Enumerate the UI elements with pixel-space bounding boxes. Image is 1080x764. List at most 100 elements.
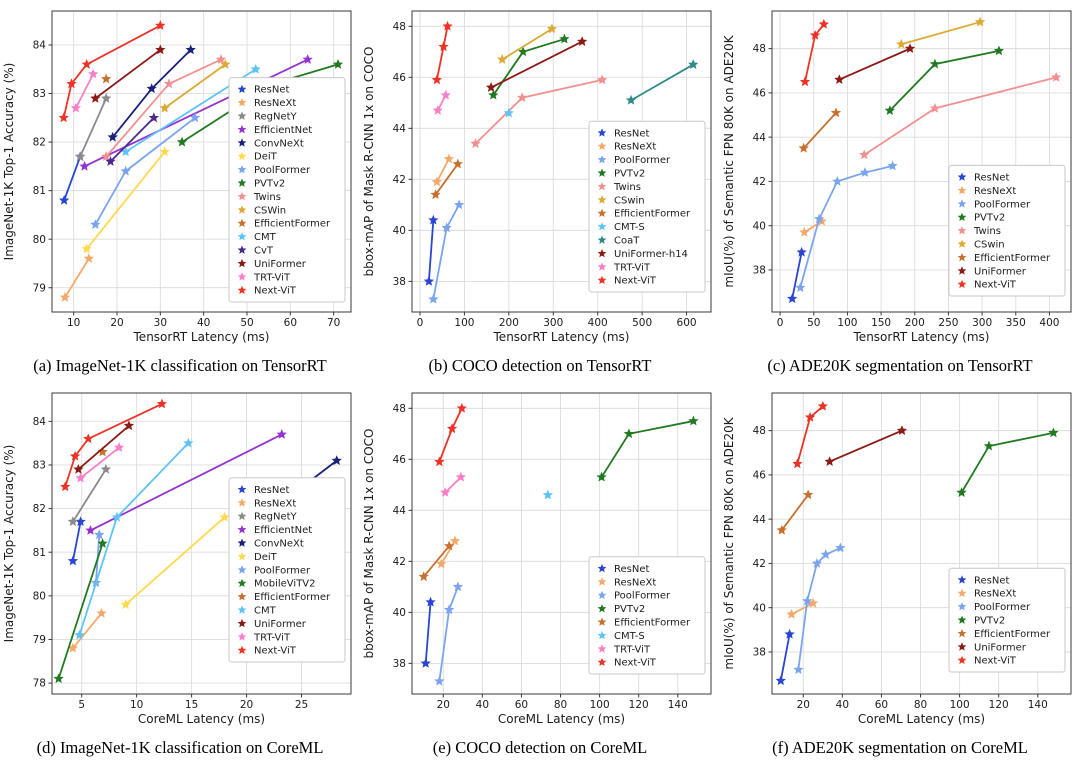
svg-text:100: 100 [837,317,857,329]
legend-marker-DeiT [237,151,247,161]
legend-marker-EfficientFormer [957,628,967,638]
caption-a: (a) ImageNet-1K classification on Tensor… [33,356,327,375]
data-point-EfficientNet [79,160,90,171]
data-point-RegNetY [101,92,112,103]
series-UniFormer [834,43,916,84]
data-point-Next-ViT [809,29,821,40]
svg-text:50: 50 [240,317,253,329]
legend-marker-PVTv2 [237,178,247,187]
series-EfficientFormer [97,446,108,457]
svg-text:0: 0 [777,317,784,329]
subplot-f-ade20k-coreml: 20 40 60 80 100 120 140 38 40 42 44 46 48 CoreML Late… [720,382,1080,764]
svg-text:80: 80 [33,590,46,602]
data-point-ResNeXt [436,558,447,569]
legend-marker-Next-ViT [597,275,607,285]
svg-text:40: 40 [476,699,489,711]
y-axis-label: ImageNet-1K Top-1 Accuracy (%) [2,63,16,261]
series-Next-ViT [799,18,829,87]
data-point-MobileViTV2 [97,538,108,548]
svg-text:48: 48 [393,21,406,33]
series-UniFormer [73,420,135,474]
svg-text:150: 150 [871,317,891,329]
data-point-EfficientFormer [776,524,787,535]
data-point-EfficientFormer [803,489,814,500]
data-point-PVTv2 [488,89,499,100]
data-point-PoolFormer [859,167,871,177]
legend-label-ResNet: ResNet [974,575,1009,586]
axis-ticks: 10 20 30 40 50 60 70 79 80 81 82 83 84 [33,40,341,329]
data-point-EfficientFormer [444,540,455,551]
data-point-Twins [163,78,175,89]
data-point-CMT [74,629,85,640]
data-point-CSwin [896,38,907,49]
legend-marker-Next-ViT [237,645,247,655]
svg-text:78: 78 [33,678,46,690]
legend-label-CvT: CvT [254,246,274,257]
legend-label-TRT-ViT: TRT-ViT [253,272,291,283]
data-point-PoolFormer [793,664,804,675]
series-EfficientFormer [430,158,463,200]
legend-label-PoolFormer: PoolFormer [614,155,671,166]
legend-label-PoolFormer: PoolFormer [254,165,311,176]
data-point-Next-ViT [81,59,92,69]
data-point-DeiT [81,243,92,254]
series-Next-ViT [431,20,453,85]
legend-marker-PVTv2 [597,604,607,613]
legend-label-ResNet: ResNet [614,128,649,139]
svg-text:400: 400 [588,317,608,329]
series-CMT [74,437,194,640]
data-point-PoolFormer [189,112,201,123]
svg-text:46: 46 [393,72,407,84]
series-TRT-ViT [440,471,466,497]
plot-border [411,392,712,695]
data-point-TRT-ViT [440,89,451,100]
legend-label-EfficientFormer: EfficientFormer [974,629,1051,640]
svg-text:0: 0 [417,317,424,329]
series-ResNet [775,628,795,686]
data-point-PVTv2 [517,46,529,57]
svg-text:46: 46 [753,469,767,481]
legend-marker-UniFormer-h14 [597,248,607,258]
legend-marker-CoaT [597,235,607,244]
data-point-CoaT [688,59,699,69]
svg-text:40: 40 [836,699,849,711]
svg-text:42: 42 [753,176,766,188]
data-point-Twins [470,138,481,149]
legend-marker-ResNeXt [237,498,247,507]
data-point-ResNet [425,596,436,607]
legend-marker-EfficientNet [237,525,247,534]
data-point-EfficientFormer [452,158,463,169]
legend-label-ResNet: ResNet [254,85,289,96]
plot-border [51,392,352,695]
data-point-EfficientFormer [430,189,441,200]
svg-text:40: 40 [393,607,406,619]
legend-label-CSwin: CSwin [974,240,1005,251]
data-point-UniFormer [155,44,166,55]
svg-text:80: 80 [554,699,567,711]
y-axis-label: ImageNet-1K Top-1 Accuracy (%) [2,445,16,643]
svg-text:100: 100 [950,699,970,711]
caption-d: (d) ImageNet-1K classification on CoreML [36,738,324,757]
legend-label-UniFormer: UniFormer [254,259,307,270]
legend-label-PVTv2: PVTv2 [614,604,645,615]
svg-text:46: 46 [393,454,407,466]
data-point-UniFormer [834,74,845,84]
svg-text:44: 44 [753,514,767,526]
data-point-ResNeXt [449,535,461,546]
legend-marker-PoolFormer [597,155,607,164]
legend-marker-EfficientFormer [237,592,247,601]
svg-text:60: 60 [515,699,528,711]
chart-ade20k-coreml: 20 40 60 80 100 120 140 38 40 42 44 46 48 CoreML Late… [720,382,1080,736]
svg-text:38: 38 [393,276,406,288]
svg-text:80: 80 [914,699,927,711]
legend-marker-PVTv2 [957,212,967,222]
series-PoolFormer [428,199,465,304]
data-point-TRT-ViT [88,68,99,79]
legend-marker-Twins [237,191,247,201]
legend-marker-ResNet [597,128,607,137]
legend-marker-PoolFormer [957,602,967,611]
legend-marker-PVTv2 [597,168,607,177]
data-point-PVTv2 [1048,427,1059,438]
data-point-ResNet [775,675,786,686]
data-point-PoolFormer [832,176,843,186]
